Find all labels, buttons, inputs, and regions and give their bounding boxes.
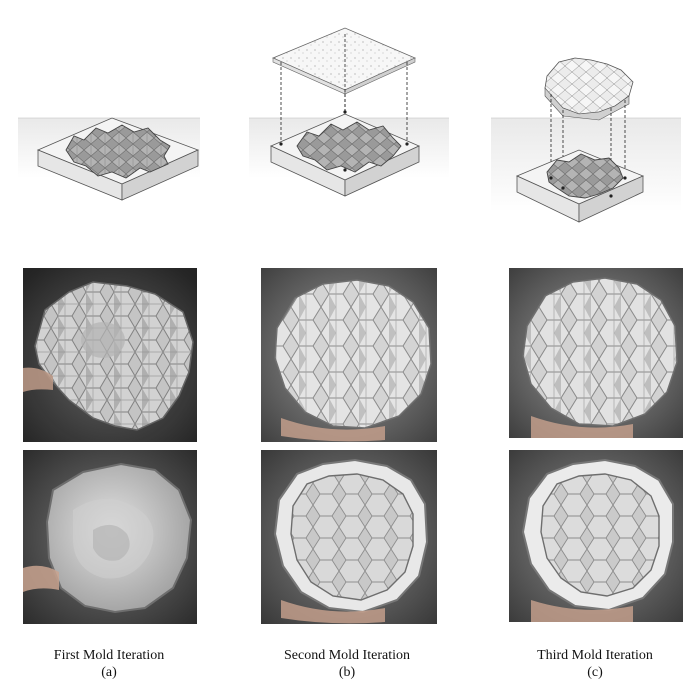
third-mold-diagram xyxy=(491,57,681,223)
second-mold-diagram xyxy=(249,27,449,197)
column-a: First Mold Iteration (a) xyxy=(0,0,233,700)
first-mold-cast-front-photo xyxy=(23,268,197,442)
caption-letter: (b) xyxy=(338,665,356,680)
second-mold-cast-back-photo xyxy=(261,450,437,624)
caption-title: Third Mold Iteration xyxy=(537,648,653,663)
caption-title: First Mold Iteration xyxy=(53,648,165,663)
first-mold-diagram xyxy=(18,117,200,201)
column-b: Second Mold Iteration (b) xyxy=(233,0,467,700)
caption-first-mold: First Mold Iteration (a) xyxy=(9,647,209,681)
caption-letter: (c) xyxy=(587,665,603,680)
second-mold-cast-front-photo xyxy=(261,268,437,442)
third-mold-cast-front-photo xyxy=(509,268,683,438)
caption-third-mold: Third Mold Iteration (c) xyxy=(495,647,695,681)
caption-letter: (a) xyxy=(101,665,117,680)
column-c: Third Mold Iteration (c) xyxy=(467,0,700,700)
caption-second-mold: Second Mold Iteration (b) xyxy=(247,647,447,681)
third-mold-cast-back-photo xyxy=(509,450,683,622)
first-mold-cast-back-photo xyxy=(23,450,197,624)
caption-title: Second Mold Iteration xyxy=(284,648,410,663)
